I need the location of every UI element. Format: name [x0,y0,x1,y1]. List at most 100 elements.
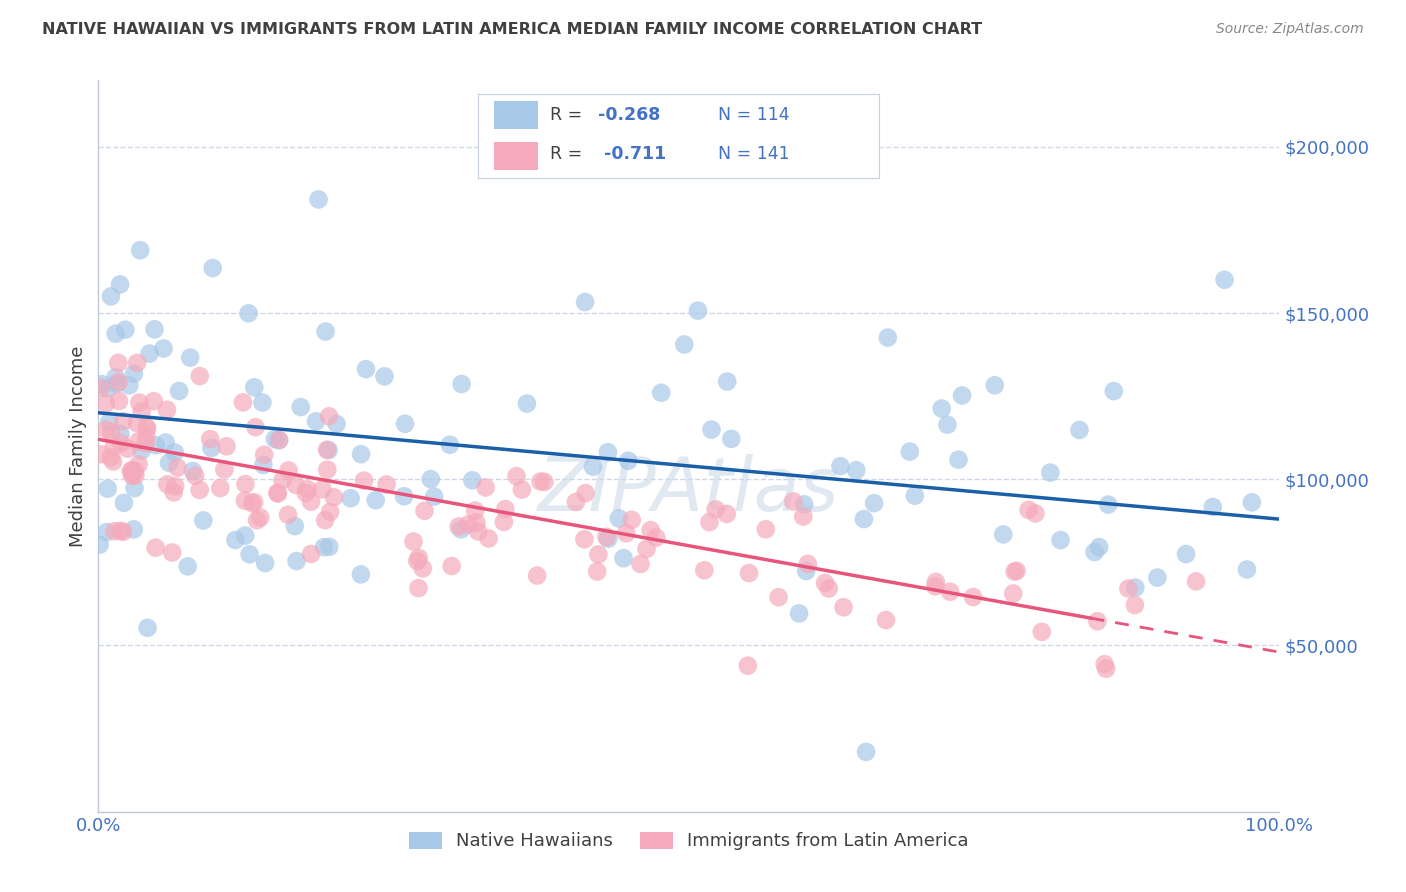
Point [617,454,640,468]
Point [716,507,738,521]
Point [179,351,201,365]
Point [156,402,179,417]
Point [240,496,263,510]
Point [90,447,112,461]
Point [284,519,307,533]
Point [100,450,122,465]
Point [350,567,373,582]
Point [97,381,120,395]
Point [792,509,814,524]
Point [440,559,463,574]
Point [457,517,479,532]
Point [266,486,288,500]
Point [107,375,129,389]
Point [1039,466,1062,480]
Bar [494,102,538,129]
Point [1236,562,1258,576]
Point [100,289,122,303]
Point [157,456,180,470]
Point [135,429,157,443]
Point [271,473,294,487]
Point [267,486,290,500]
Point [224,533,246,547]
Point [924,579,946,593]
Point [104,524,127,539]
Point [188,369,211,384]
Text: N = 141: N = 141 [718,145,790,163]
Point [316,442,339,457]
Point [931,401,953,416]
Point [447,519,470,533]
Point [787,607,810,621]
Point [181,464,204,478]
Point [184,468,207,483]
Point [201,261,224,276]
Point [693,563,716,577]
Point [120,464,142,478]
Point [299,547,322,561]
Point [128,395,150,409]
Point [209,481,232,495]
Point [243,495,266,509]
Point [950,388,973,402]
Point [832,600,855,615]
Point [939,584,962,599]
Point [297,483,319,497]
Text: -0.268: -0.268 [599,106,661,124]
Point [1123,598,1146,612]
Point [163,445,186,459]
Point [167,384,190,398]
Point [127,356,149,370]
Point [110,524,132,538]
Point [392,489,415,503]
Point [898,444,921,458]
Point [1202,500,1225,514]
Point [112,496,135,510]
Point [135,436,157,450]
Point [1097,498,1119,512]
Point [124,481,146,495]
Point [200,441,222,455]
Point [142,394,165,409]
Point [364,493,387,508]
Point [607,511,630,525]
Point [814,576,837,591]
Point [156,477,179,491]
Point [90,377,112,392]
Point [630,557,652,571]
Text: N = 114: N = 114 [718,106,790,124]
Point [467,524,489,539]
Point [155,435,177,450]
Point [993,527,1015,541]
Point [962,590,984,604]
Point [408,581,430,595]
Point [350,447,373,461]
Point [318,409,340,424]
Point [738,566,761,580]
Point [233,528,256,542]
Point [107,356,129,370]
Point [305,414,328,428]
Point [314,513,336,527]
Point [97,482,120,496]
Point [254,556,277,570]
Y-axis label: Median Family Income: Median Family Income [69,345,87,547]
Point [1002,586,1025,600]
Point [90,381,112,395]
Point [586,565,609,579]
Point [505,469,527,483]
Point [108,277,131,292]
Point [125,416,148,430]
Point [339,491,361,506]
Point [904,489,927,503]
Point [492,515,515,529]
Point [925,574,948,589]
Point [412,561,434,575]
Point [145,541,167,555]
Point [318,540,340,554]
Point [794,564,817,578]
Point [768,590,790,604]
Point [755,522,778,536]
Text: NATIVE HAWAIIAN VS IMMIGRANTS FROM LATIN AMERICA MEDIAN FAMILY INCOME CORRELATIO: NATIVE HAWAIIAN VS IMMIGRANTS FROM LATIN… [42,22,983,37]
Point [817,582,839,596]
